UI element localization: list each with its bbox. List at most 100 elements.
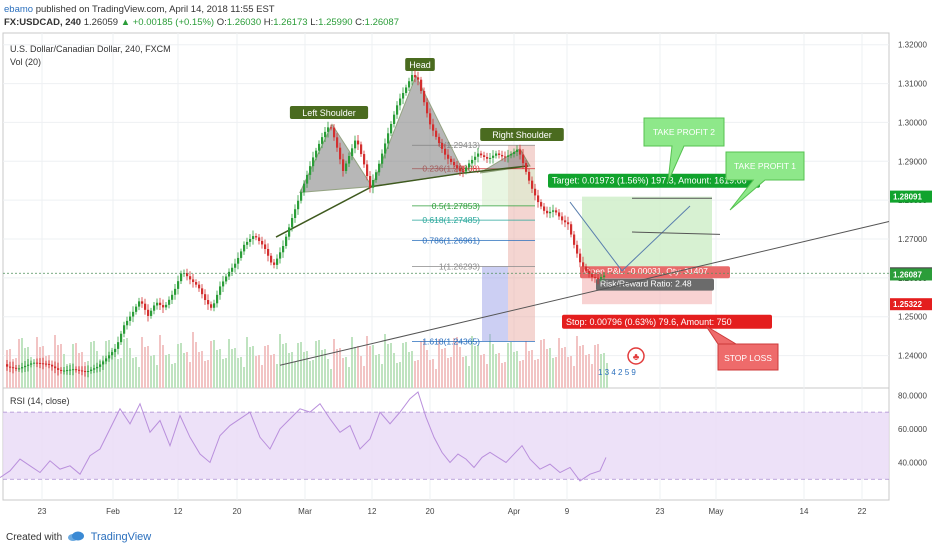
candle-body — [159, 302, 162, 306]
volume-bar — [498, 353, 500, 388]
volume-bar — [396, 363, 398, 388]
volume-bar — [303, 352, 305, 388]
candle-body — [66, 370, 69, 372]
candle-body — [495, 153, 498, 156]
volume-bar — [432, 359, 434, 388]
volume-bar — [279, 334, 281, 388]
candle-body — [483, 155, 486, 158]
y-tick-label: 1.32000 — [898, 41, 927, 50]
candle-body — [420, 79, 423, 91]
right-shoulder-label-text: Right Shoulder — [492, 130, 552, 140]
price-axis-tag — [890, 298, 932, 311]
volume-bar — [285, 343, 287, 388]
candle-body — [540, 202, 543, 207]
volume-bar — [417, 360, 419, 388]
volume-bar — [51, 365, 53, 388]
candle-body — [573, 234, 576, 245]
candle-body — [537, 195, 540, 203]
fib-level-label: 0.786(1.26961) — [422, 236, 480, 246]
candle-body — [516, 149, 519, 152]
drawing-overlays[interactable] — [3, 197, 890, 366]
callouts[interactable]: TAKE PROFIT 2 TAKE PROFIT 1 STOP LOSS ♣ 1 3 … — [598, 117, 805, 377]
candle-body — [306, 174, 309, 184]
volume-bar — [183, 353, 185, 388]
x-tick-label: 12 — [368, 507, 377, 516]
volume-bar — [423, 340, 425, 388]
chart-title: U.S. Dollar/Canadian Dollar, 240, FXCM — [10, 44, 171, 54]
candle-body — [543, 206, 546, 211]
candle-body — [276, 258, 279, 265]
candle-body — [30, 363, 33, 365]
volume-bar — [354, 347, 356, 388]
candle-body — [435, 130, 438, 137]
candle-body — [369, 176, 372, 188]
candle-body — [144, 303, 147, 310]
volume-bar — [486, 364, 488, 388]
published-text: published on TradingView.com, April 14, … — [35, 4, 275, 15]
fib-level-label: 0(1.29413) — [439, 140, 480, 150]
stop-label-box — [562, 314, 772, 329]
candle-body — [54, 366, 57, 369]
author-link[interactable]: ebamo — [4, 4, 34, 15]
candle-body — [366, 164, 369, 177]
volume-bar — [522, 360, 524, 388]
candle-body — [72, 369, 75, 371]
candle-body — [339, 147, 342, 160]
candle-body — [45, 363, 48, 365]
candle-body — [213, 303, 216, 308]
volume-bar — [237, 358, 239, 388]
candle-body — [90, 369, 93, 371]
candle-body — [582, 262, 585, 267]
head-label-text: Head — [409, 60, 431, 70]
head-and-shoulders-pattern[interactable]: Head Left Shoulder Right Shoulder — [275, 58, 564, 238]
candle-body — [189, 276, 192, 280]
candle-body — [285, 236, 288, 246]
candle-body — [57, 368, 60, 370]
rsi-label: RSI (14, close) — [10, 396, 70, 406]
candle-body — [15, 367, 18, 369]
symbol-name: FX:USDCAD, 240 — [4, 17, 82, 28]
volume-bar — [573, 366, 575, 388]
volume-bar — [45, 356, 47, 388]
long-position-tool[interactable]: Target: 0.01973 (1.56%) 197.3, Amount: 1… — [548, 173, 772, 329]
volume-bar — [210, 341, 212, 388]
volume-bar — [567, 357, 569, 388]
volume-bar — [138, 367, 140, 388]
candle-body — [432, 124, 435, 131]
candle-body — [261, 240, 264, 245]
volume-bar — [93, 341, 95, 388]
y-tick-label: 1.30000 — [898, 118, 927, 127]
candle-body — [99, 364, 102, 367]
volume-bar — [108, 340, 110, 388]
candle-body — [414, 75, 417, 78]
candle-body — [177, 281, 180, 289]
chart-canvas[interactable]: 0(1.29413)0.236(1.28808)0.5(1.27853)0.61… — [0, 30, 932, 522]
volume-bar — [387, 344, 389, 388]
take-profit-2-bubble — [643, 117, 725, 183]
volume-bar — [348, 367, 350, 388]
right-shoulder-label-tag — [480, 128, 564, 141]
candle-body — [552, 210, 555, 212]
candle-body — [51, 364, 54, 367]
volume-bar — [267, 345, 269, 388]
left-shoulder-label-text: Left Shoulder — [302, 108, 356, 118]
y-tick-label: 1.24000 — [898, 352, 927, 361]
volume-bar — [225, 358, 227, 388]
candle-body — [162, 305, 165, 308]
candle-body — [405, 87, 408, 93]
candle-body — [243, 244, 246, 252]
candle-body — [462, 171, 465, 172]
candle-body — [33, 362, 36, 364]
volume-bar — [159, 335, 161, 388]
candle-body — [528, 171, 531, 181]
candle-body — [594, 277, 597, 279]
candle-body — [525, 163, 528, 172]
volume-bar — [528, 351, 530, 388]
x-tick-label: 22 — [858, 507, 867, 516]
tradingview-brand[interactable]: TradingView — [90, 531, 152, 543]
created-with-text: Created with — [6, 532, 63, 543]
price-axis-tag — [890, 190, 932, 203]
y-tick-label: 1.31000 — [898, 80, 927, 89]
take-profit-1-bubble — [725, 151, 805, 211]
volume-bar — [525, 341, 527, 388]
